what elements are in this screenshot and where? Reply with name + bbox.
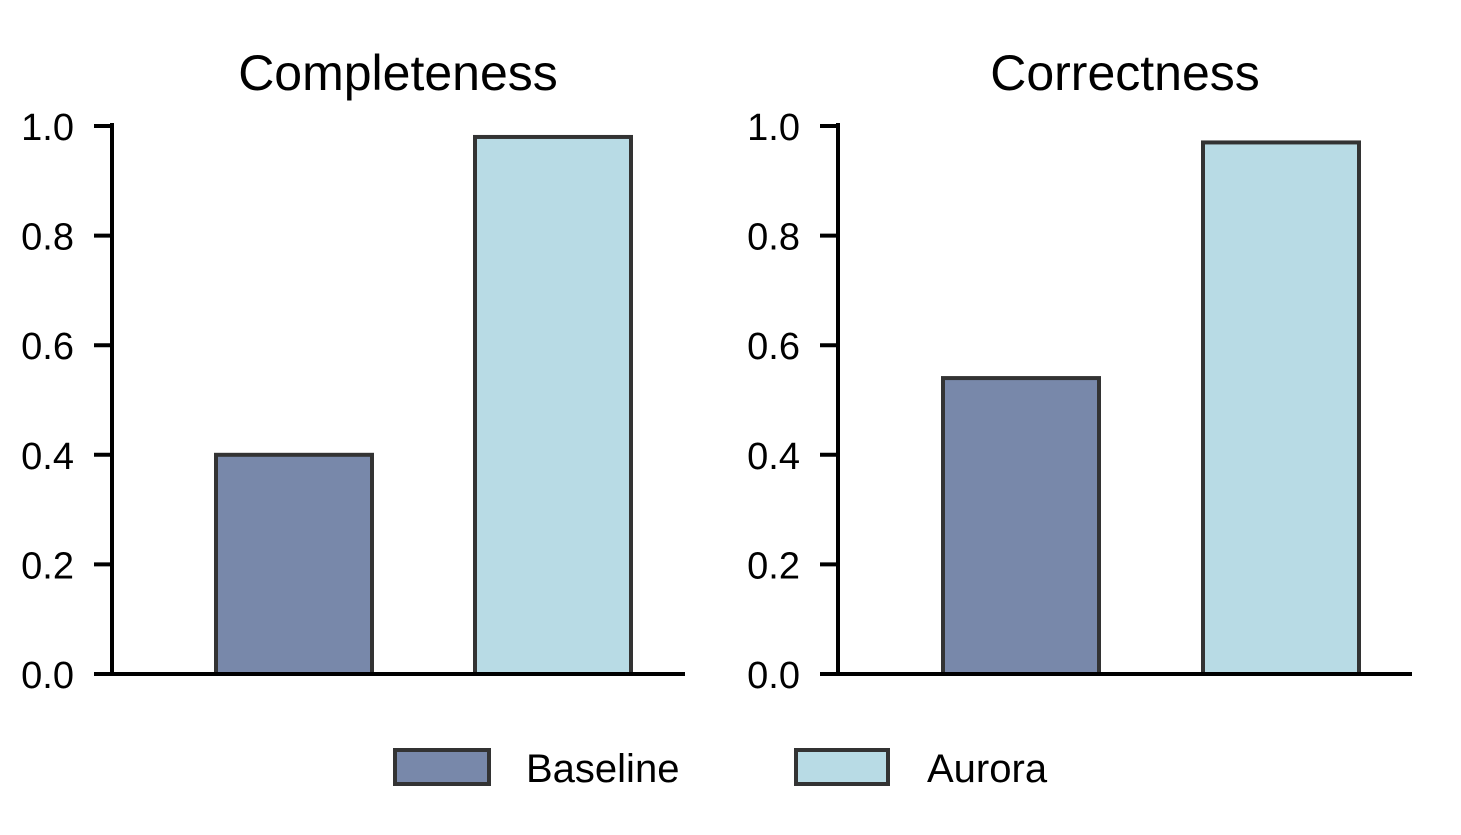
completeness-title: Completeness <box>238 45 558 101</box>
completeness-y-tick-label: 1.0 <box>21 107 74 149</box>
correctness-y-tick-label: 0.2 <box>747 545 800 587</box>
correctness-bars <box>941 140 1361 676</box>
legend: Baseline Aurora <box>393 747 1048 791</box>
legend-swatch-baseline <box>393 748 491 786</box>
completeness-bar-aurora <box>473 134 633 676</box>
completeness-y-ticks: 0.0 0.2 0.4 0.6 0.8 1.0 <box>21 107 112 697</box>
completeness-bars <box>214 134 633 676</box>
legend-label-baseline: Baseline <box>526 747 679 791</box>
completeness-y-tick-label: 0.4 <box>21 436 74 478</box>
correctness-y-tick-label: 0.6 <box>747 326 800 368</box>
correctness-y-ticks: 0.0 0.2 0.4 0.6 0.8 1.0 <box>747 107 838 697</box>
correctness-y-tick-label: 0.4 <box>747 436 800 478</box>
correctness-y-tick-label: 0.0 <box>747 655 800 697</box>
completeness-y-tick-label: 0.0 <box>21 655 74 697</box>
completeness-y-tick-label: 0.8 <box>21 217 74 259</box>
correctness-bar-aurora <box>1201 140 1361 676</box>
completeness-y-tick-label: 0.2 <box>21 545 74 587</box>
correctness-bar-baseline <box>941 376 1101 676</box>
legend-label-aurora: Aurora <box>927 747 1048 791</box>
completeness-y-tick-label: 0.6 <box>21 326 74 368</box>
correctness-y-tick-label: 1.0 <box>747 107 800 149</box>
legend-swatch-aurora <box>794 748 890 786</box>
completeness-bar-baseline <box>214 452 374 676</box>
correctness-y-tick-label: 0.8 <box>747 217 800 259</box>
completeness-panel: Completeness 0.0 0.2 0.4 0.6 0.8 1.0 <box>21 45 685 697</box>
correctness-title: Correctness <box>990 45 1260 101</box>
correctness-panel: Correctness 0.0 0.2 0.4 0.6 0.8 1.0 <box>747 45 1412 697</box>
